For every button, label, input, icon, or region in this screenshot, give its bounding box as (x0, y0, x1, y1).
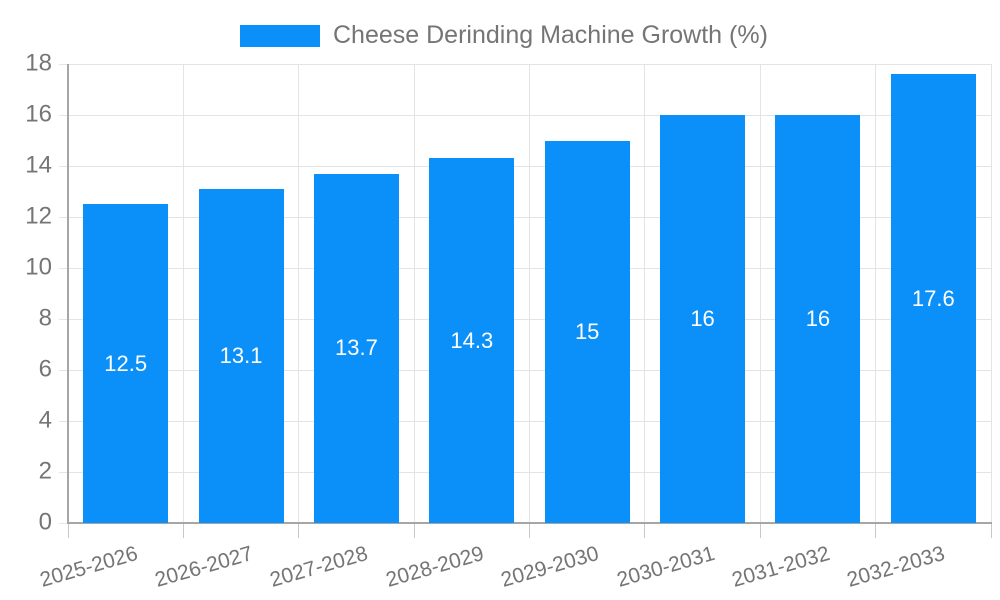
y-tick-label: 0 (38, 508, 52, 536)
bar[interactable] (544, 140, 630, 523)
y-tick-label: 12 (25, 202, 52, 230)
x-tick-label: 2029-2030 (498, 542, 602, 592)
bar-value-label: 12.5 (104, 350, 148, 376)
y-tick-label: 14 (25, 151, 52, 179)
x-tick-label: 2028-2029 (383, 542, 487, 592)
bar[interactable] (660, 115, 746, 523)
x-tick-mark (644, 523, 646, 538)
x-tick-mark (990, 523, 992, 538)
y-axis-line (67, 64, 69, 523)
bar-value-label: 13.1 (219, 342, 263, 368)
gridline-vertical (529, 64, 530, 523)
gridline-vertical (759, 64, 761, 523)
bar[interactable] (890, 74, 976, 523)
gridline-vertical (182, 64, 184, 523)
bar-value-label: 16 (690, 306, 715, 331)
y-tick-label: 4 (38, 406, 52, 434)
gridline-horizontal (59, 318, 991, 320)
x-tick-label: 2026-2027 (152, 542, 256, 592)
legend[interactable]: Cheese Derinding Machine Growth (%) (240, 21, 768, 50)
gridline-horizontal (59, 165, 991, 167)
y-tick-label: 10 (25, 253, 52, 281)
gridline-vertical (644, 64, 646, 523)
x-axis-line (67, 522, 992, 524)
x-tick-mark (67, 523, 69, 538)
x-tick-mark (759, 523, 761, 538)
bar[interactable] (83, 204, 169, 523)
y-tick-label: 6 (38, 355, 52, 383)
bar[interactable] (775, 115, 861, 523)
x-tick-label: 2030-2031 (614, 542, 717, 592)
gridline-vertical (990, 64, 992, 523)
y-tick-label: 2 (38, 457, 52, 485)
y-tick-label: 16 (25, 100, 52, 128)
gridline-vertical (413, 64, 415, 523)
bar-value-label: 14.3 (450, 327, 494, 353)
x-tick-label: 2025-2026 (37, 542, 141, 592)
gridline-horizontal (59, 471, 991, 473)
gridline-horizontal (59, 267, 991, 269)
y-tick-label: 18 (25, 49, 52, 77)
x-tick-mark (413, 523, 415, 538)
gridline-vertical (875, 64, 877, 523)
x-tick-label: 2027-2028 (267, 542, 371, 592)
x-tick-mark (529, 523, 530, 538)
legend-swatch-icon (240, 24, 320, 47)
bar[interactable] (429, 158, 515, 523)
legend-label: Cheese Derinding Machine Growth (%) (333, 21, 768, 49)
gridline-horizontal (59, 420, 991, 422)
bar[interactable] (198, 188, 284, 523)
y-tick-label: 8 (38, 304, 52, 332)
bar-value-label: 13.7 (335, 335, 378, 361)
bar-value-label: 17.6 (911, 285, 955, 311)
x-tick-mark (875, 523, 877, 538)
x-tick-mark (182, 523, 184, 538)
gridline-horizontal (59, 63, 991, 65)
bar-value-label: 15 (574, 318, 600, 344)
gridline-horizontal (59, 114, 991, 116)
bar[interactable] (313, 173, 399, 523)
x-tick-label: 2032-2033 (844, 542, 948, 592)
x-tick-label: 2031-2032 (729, 542, 833, 592)
gridline-horizontal (59, 369, 991, 371)
bar-value-label: 16 (805, 306, 831, 331)
gridline-horizontal (59, 216, 991, 218)
x-tick-mark (298, 523, 300, 538)
gridline-vertical (298, 64, 300, 523)
